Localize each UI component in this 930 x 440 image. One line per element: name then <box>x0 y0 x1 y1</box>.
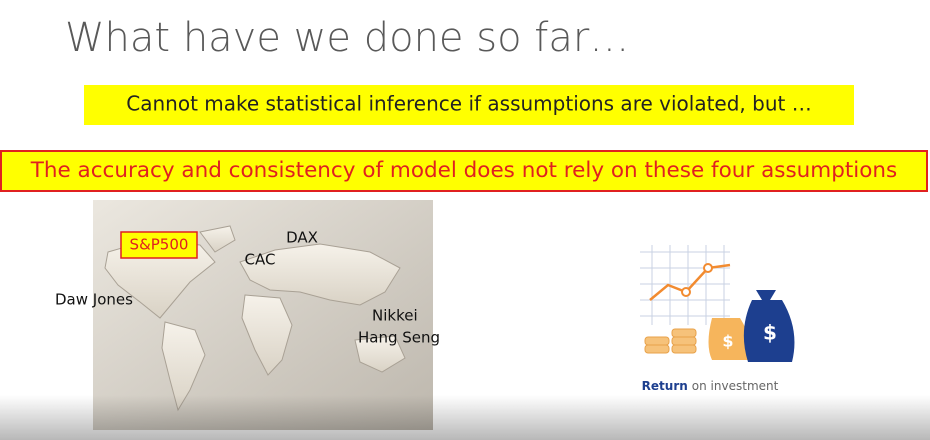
callout-box <box>0 150 928 192</box>
callout-text: Cannot make statistical inference if ass… <box>126 92 811 116</box>
video-overlay <box>0 395 930 440</box>
map-label: S&P500 <box>130 236 189 254</box>
callout-box <box>84 85 854 125</box>
map-label: CAC <box>245 251 276 269</box>
label-box <box>120 231 198 259</box>
map-label: Daw Jones <box>55 291 133 309</box>
roi-icon: $ $ <box>640 245 795 362</box>
world-map <box>93 200 433 430</box>
map-label: DAX <box>286 229 318 247</box>
map-label: Hang Seng <box>358 329 440 347</box>
icon-caption: Return on investment <box>642 379 779 393</box>
caption-rest: on investment <box>692 379 779 393</box>
map-label: Nikkei <box>372 307 418 325</box>
slide-title: What have we done so far… <box>65 15 629 61</box>
svg-text:$: $ <box>763 321 777 345</box>
callout-text: The accuracy and consistency of model do… <box>30 158 898 183</box>
caption-bold: Return <box>642 379 688 393</box>
svg-text:$: $ <box>722 332 733 351</box>
